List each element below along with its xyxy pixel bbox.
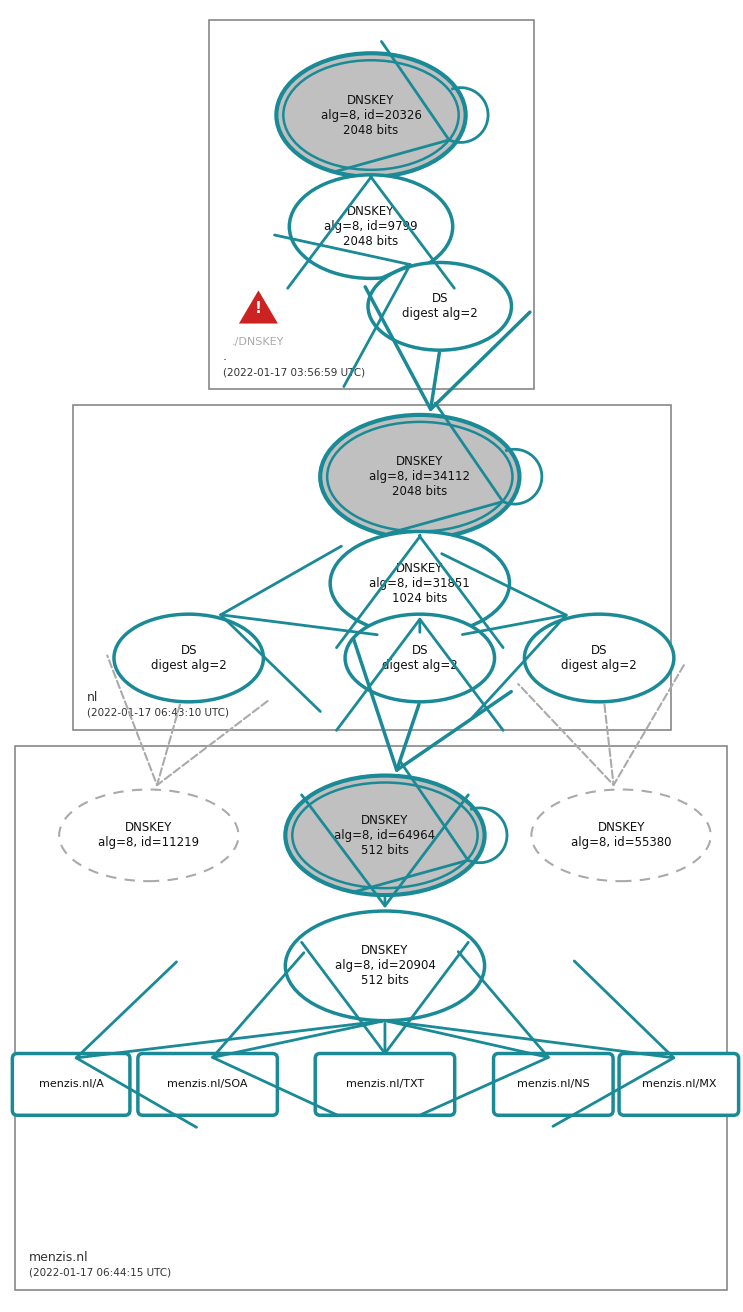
Text: DS
digest alg=2: DS digest alg=2 [561, 644, 637, 672]
Text: .: . [223, 350, 227, 363]
FancyBboxPatch shape [619, 1054, 739, 1115]
Text: nl: nl [87, 691, 98, 703]
Text: menzis.nl: menzis.nl [29, 1250, 89, 1263]
Text: (2022-01-17 06:43:10 UTC): (2022-01-17 06:43:10 UTC) [87, 707, 229, 718]
FancyBboxPatch shape [493, 1054, 613, 1115]
Ellipse shape [114, 614, 264, 702]
Bar [209, 21, 534, 388]
Ellipse shape [276, 54, 466, 177]
Text: !: ! [255, 300, 262, 316]
Text: DS
digest alg=2: DS digest alg=2 [402, 293, 478, 320]
Text: menzis.nl/MX: menzis.nl/MX [642, 1080, 716, 1089]
Text: DS
digest alg=2: DS digest alg=2 [151, 644, 227, 672]
Ellipse shape [368, 262, 511, 350]
Text: menzis.nl/TXT: menzis.nl/TXT [346, 1080, 424, 1089]
Text: menzis.nl/SOA: menzis.nl/SOA [167, 1080, 248, 1089]
Bar [16, 745, 727, 1290]
Ellipse shape [330, 531, 510, 635]
Ellipse shape [525, 614, 674, 702]
Ellipse shape [345, 614, 495, 702]
Text: DS
digest alg=2: DS digest alg=2 [382, 644, 458, 672]
Text: DNSKEY
alg=8, id=20326
2048 bits: DNSKEY alg=8, id=20326 2048 bits [320, 93, 421, 136]
Text: DNSKEY
alg=8, id=64964
512 bits: DNSKEY alg=8, id=64964 512 bits [334, 813, 435, 857]
Ellipse shape [531, 790, 711, 882]
Text: DNSKEY
alg=8, id=55380: DNSKEY alg=8, id=55380 [571, 821, 672, 849]
Ellipse shape [285, 911, 484, 1021]
Ellipse shape [289, 174, 452, 278]
Text: (2022-01-17 06:44:15 UTC): (2022-01-17 06:44:15 UTC) [29, 1267, 172, 1278]
Text: DNSKEY
alg=8, id=9799
2048 bits: DNSKEY alg=8, id=9799 2048 bits [324, 205, 418, 248]
Ellipse shape [59, 790, 239, 882]
Ellipse shape [285, 775, 484, 895]
Text: menzis.nl/NS: menzis.nl/NS [517, 1080, 590, 1089]
Text: DNSKEY
alg=8, id=11219: DNSKEY alg=8, id=11219 [98, 821, 199, 849]
Text: DNSKEY
alg=8, id=34112
2048 bits: DNSKEY alg=8, id=34112 2048 bits [369, 455, 470, 499]
Ellipse shape [320, 415, 519, 538]
FancyBboxPatch shape [315, 1054, 455, 1115]
Text: (2022-01-17 03:56:59 UTC): (2022-01-17 03:56:59 UTC) [223, 367, 365, 377]
Bar [73, 405, 671, 729]
FancyBboxPatch shape [138, 1054, 277, 1115]
Text: DNSKEY
alg=8, id=20904
512 bits: DNSKEY alg=8, id=20904 512 bits [334, 945, 435, 988]
Text: ./DNSKEY: ./DNSKEY [233, 337, 285, 346]
Text: menzis.nl/A: menzis.nl/A [39, 1080, 103, 1089]
Polygon shape [236, 287, 280, 325]
Text: DNSKEY
alg=8, id=31851
1024 bits: DNSKEY alg=8, id=31851 1024 bits [369, 562, 470, 605]
FancyBboxPatch shape [13, 1054, 130, 1115]
